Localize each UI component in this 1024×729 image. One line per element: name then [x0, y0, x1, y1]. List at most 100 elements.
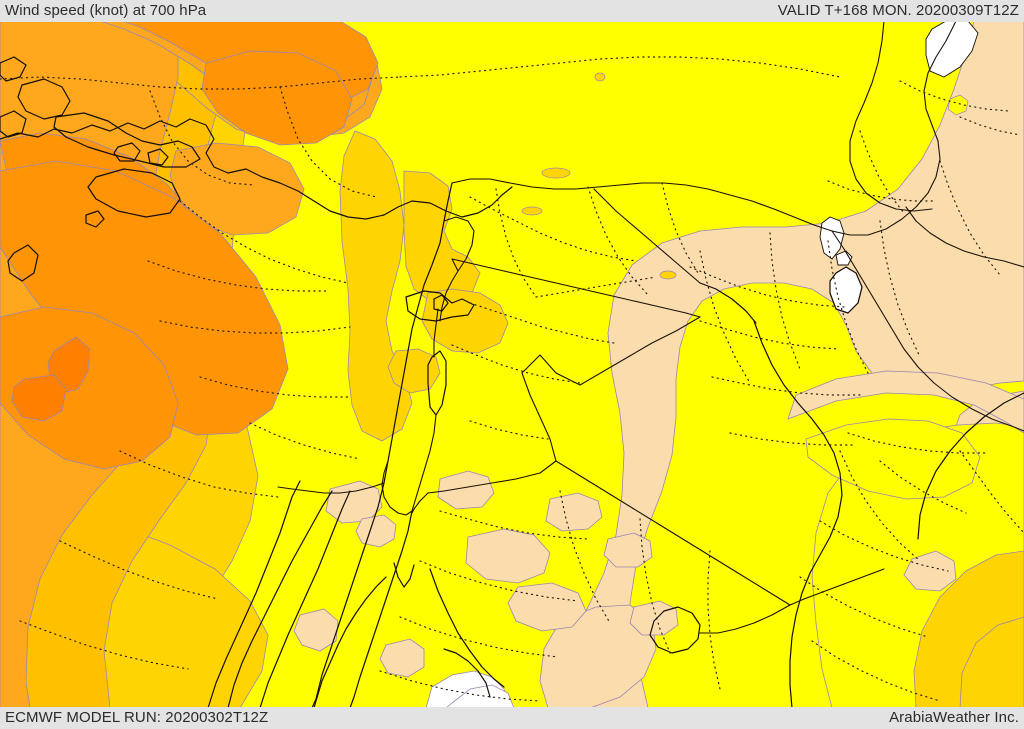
border-jordan-aqaba: [411, 492, 429, 514]
dotted-border-turkey-internal-a: [0, 76, 401, 90]
dotted-border-iraq-j: [959, 116, 1021, 136]
band-tan-kuwait: [539, 604, 657, 708]
dotted-border-iraq-c: [711, 376, 861, 396]
valid-time-label: VALID T+168 MON. 20200309T12Z: [777, 2, 1019, 19]
coastline-aegean: [0, 56, 27, 82]
coastline-qatar: [829, 266, 863, 314]
coastline-gulf-west: [753, 320, 843, 708]
band-tan-arabia-patch-e: [629, 600, 679, 636]
model-run-label: ECMWF MODEL RUN: 20200302T12Z: [5, 709, 269, 726]
coastline-turkey-south: [0, 118, 513, 220]
band-yellow-se-bump: [805, 418, 981, 500]
band-yellow-dot-ne: [947, 94, 969, 116]
band-gold-se-corner2: [959, 616, 1024, 708]
dotted-border-iran-d: [959, 450, 1024, 534]
dotted-border-saudi-d: [379, 670, 541, 702]
dotted-border-iraq-a: [689, 266, 845, 308]
band-white-gulf-c: [835, 250, 853, 266]
dotted-border-saudi-c: [399, 616, 559, 658]
band-speckle-syria-b: [521, 206, 543, 216]
dotted-border-saudi-f: [639, 518, 671, 654]
coastline-redsea-west2: [207, 480, 301, 708]
coastline-island-b: [147, 148, 169, 166]
coastline-sea-of-galilee: [433, 294, 449, 312]
header-bar: Wind speed (knot) at 700 hPa VALID T+168…: [0, 0, 1024, 22]
dotted-border-se-e: [847, 432, 987, 454]
provider-label: ArabiaWeather Inc.: [889, 709, 1019, 726]
band-speckle-syria-c: [659, 270, 677, 280]
dotted-border-syria-d: [661, 182, 699, 274]
coastline-nile-valley: [429, 568, 505, 688]
dotted-border-saudi-b: [419, 560, 579, 602]
coastline-nile-delta: [443, 648, 491, 698]
border-sinai-north: [277, 482, 385, 494]
band-tan-se-strip: [787, 370, 1024, 434]
coastline-iran-gulf: [917, 392, 1024, 540]
dotted-border-egypt-f: [119, 450, 279, 498]
band-speckle-syria-d: [594, 72, 606, 82]
map-title: Wind speed (knot) at 700 hPa: [5, 2, 207, 19]
coastline-aegean-4: [0, 110, 27, 138]
band-white-gulf-a: [819, 216, 845, 260]
band-gold-sinai-north: [387, 348, 441, 394]
band-orange-deep-core-b: [11, 374, 67, 422]
border-jordan-river: [411, 308, 439, 512]
band-tan-arabia-patch-j: [355, 514, 397, 548]
dotted-border-saudi-a: [439, 510, 589, 540]
border-saudi-southeast: [789, 568, 885, 606]
band-tan-iraq: [555, 21, 1024, 708]
border-iraq-kuwait: [699, 604, 791, 634]
border-lebanon: [443, 216, 475, 272]
dotted-border-iraq-e: [827, 240, 869, 374]
band-tan-se-notch: [903, 550, 957, 592]
border-syria-jordan: [451, 258, 701, 318]
coastline-island-c: [85, 210, 105, 228]
border-iraq-iran: [831, 230, 1024, 432]
dotted-border-iran-e: [879, 460, 967, 514]
dotted-border-egypt-g: [59, 540, 219, 600]
coastline-dead-sea: [427, 350, 447, 416]
band-tan-arabia-patch-i: [379, 638, 425, 678]
coastline-cyprus: [405, 290, 475, 322]
dotted-border-egypt-e: [249, 422, 361, 460]
dotted-border-se-a: [839, 450, 921, 562]
band-tan-arabia-patch-a: [465, 528, 551, 584]
weather-map-canvas[interactable]: [0, 21, 1024, 708]
band-tan-arabia-patch-f: [437, 470, 495, 510]
border-israel-north: [439, 270, 459, 322]
band-tan-arabia-patch-c: [545, 492, 603, 532]
border-jordan-saudi: [427, 316, 701, 494]
dotted-border-egypt-b: [147, 260, 327, 292]
border-iran-internal-nw: [905, 206, 1024, 268]
dotted-border-iraq-i: [939, 160, 1001, 276]
dotted-border-syria-e: [535, 276, 657, 298]
coastline-kuwait: [649, 606, 701, 654]
dotted-border-saudi-g: [707, 550, 721, 690]
coastline-aegean-3: [53, 112, 201, 168]
band-white-nile2: [445, 684, 515, 708]
band-orange-sw: [0, 306, 179, 470]
band-tan-arabia-patch-d: [603, 532, 653, 568]
coastline-sinai-east: [349, 510, 413, 708]
coastline-island-a: [113, 142, 141, 162]
dotted-border-iraq-d: [729, 432, 857, 446]
band-gold-dead-sea-lobe: [421, 288, 509, 354]
band-orange-anatolia: [201, 50, 353, 146]
dotted-border-se-b: [819, 520, 949, 572]
band-speckle-syria-a: [541, 167, 571, 179]
band-tan-arabia-patch-h: [293, 608, 339, 652]
dotted-border-syria-a: [469, 196, 637, 262]
border-iran-internal-ne: [849, 21, 933, 212]
dotted-border-turkey-internal-c: [279, 86, 377, 198]
band-white-north-lake: [925, 21, 979, 78]
coastline-suez-east: [313, 576, 387, 708]
coastline-crete: [87, 168, 181, 218]
coastline-island-d: [7, 244, 39, 282]
band-tan-arabia-patch-b: [507, 582, 587, 632]
dotted-border-iraq-f: [769, 232, 801, 370]
coastline-arabia-redsea: [259, 490, 351, 708]
dotted-border-iran-c: [859, 130, 905, 214]
border-turkey-syria: [451, 178, 833, 232]
border-turkey-iraq-iran: [831, 21, 957, 236]
coastline-aegean-2: [17, 78, 71, 120]
